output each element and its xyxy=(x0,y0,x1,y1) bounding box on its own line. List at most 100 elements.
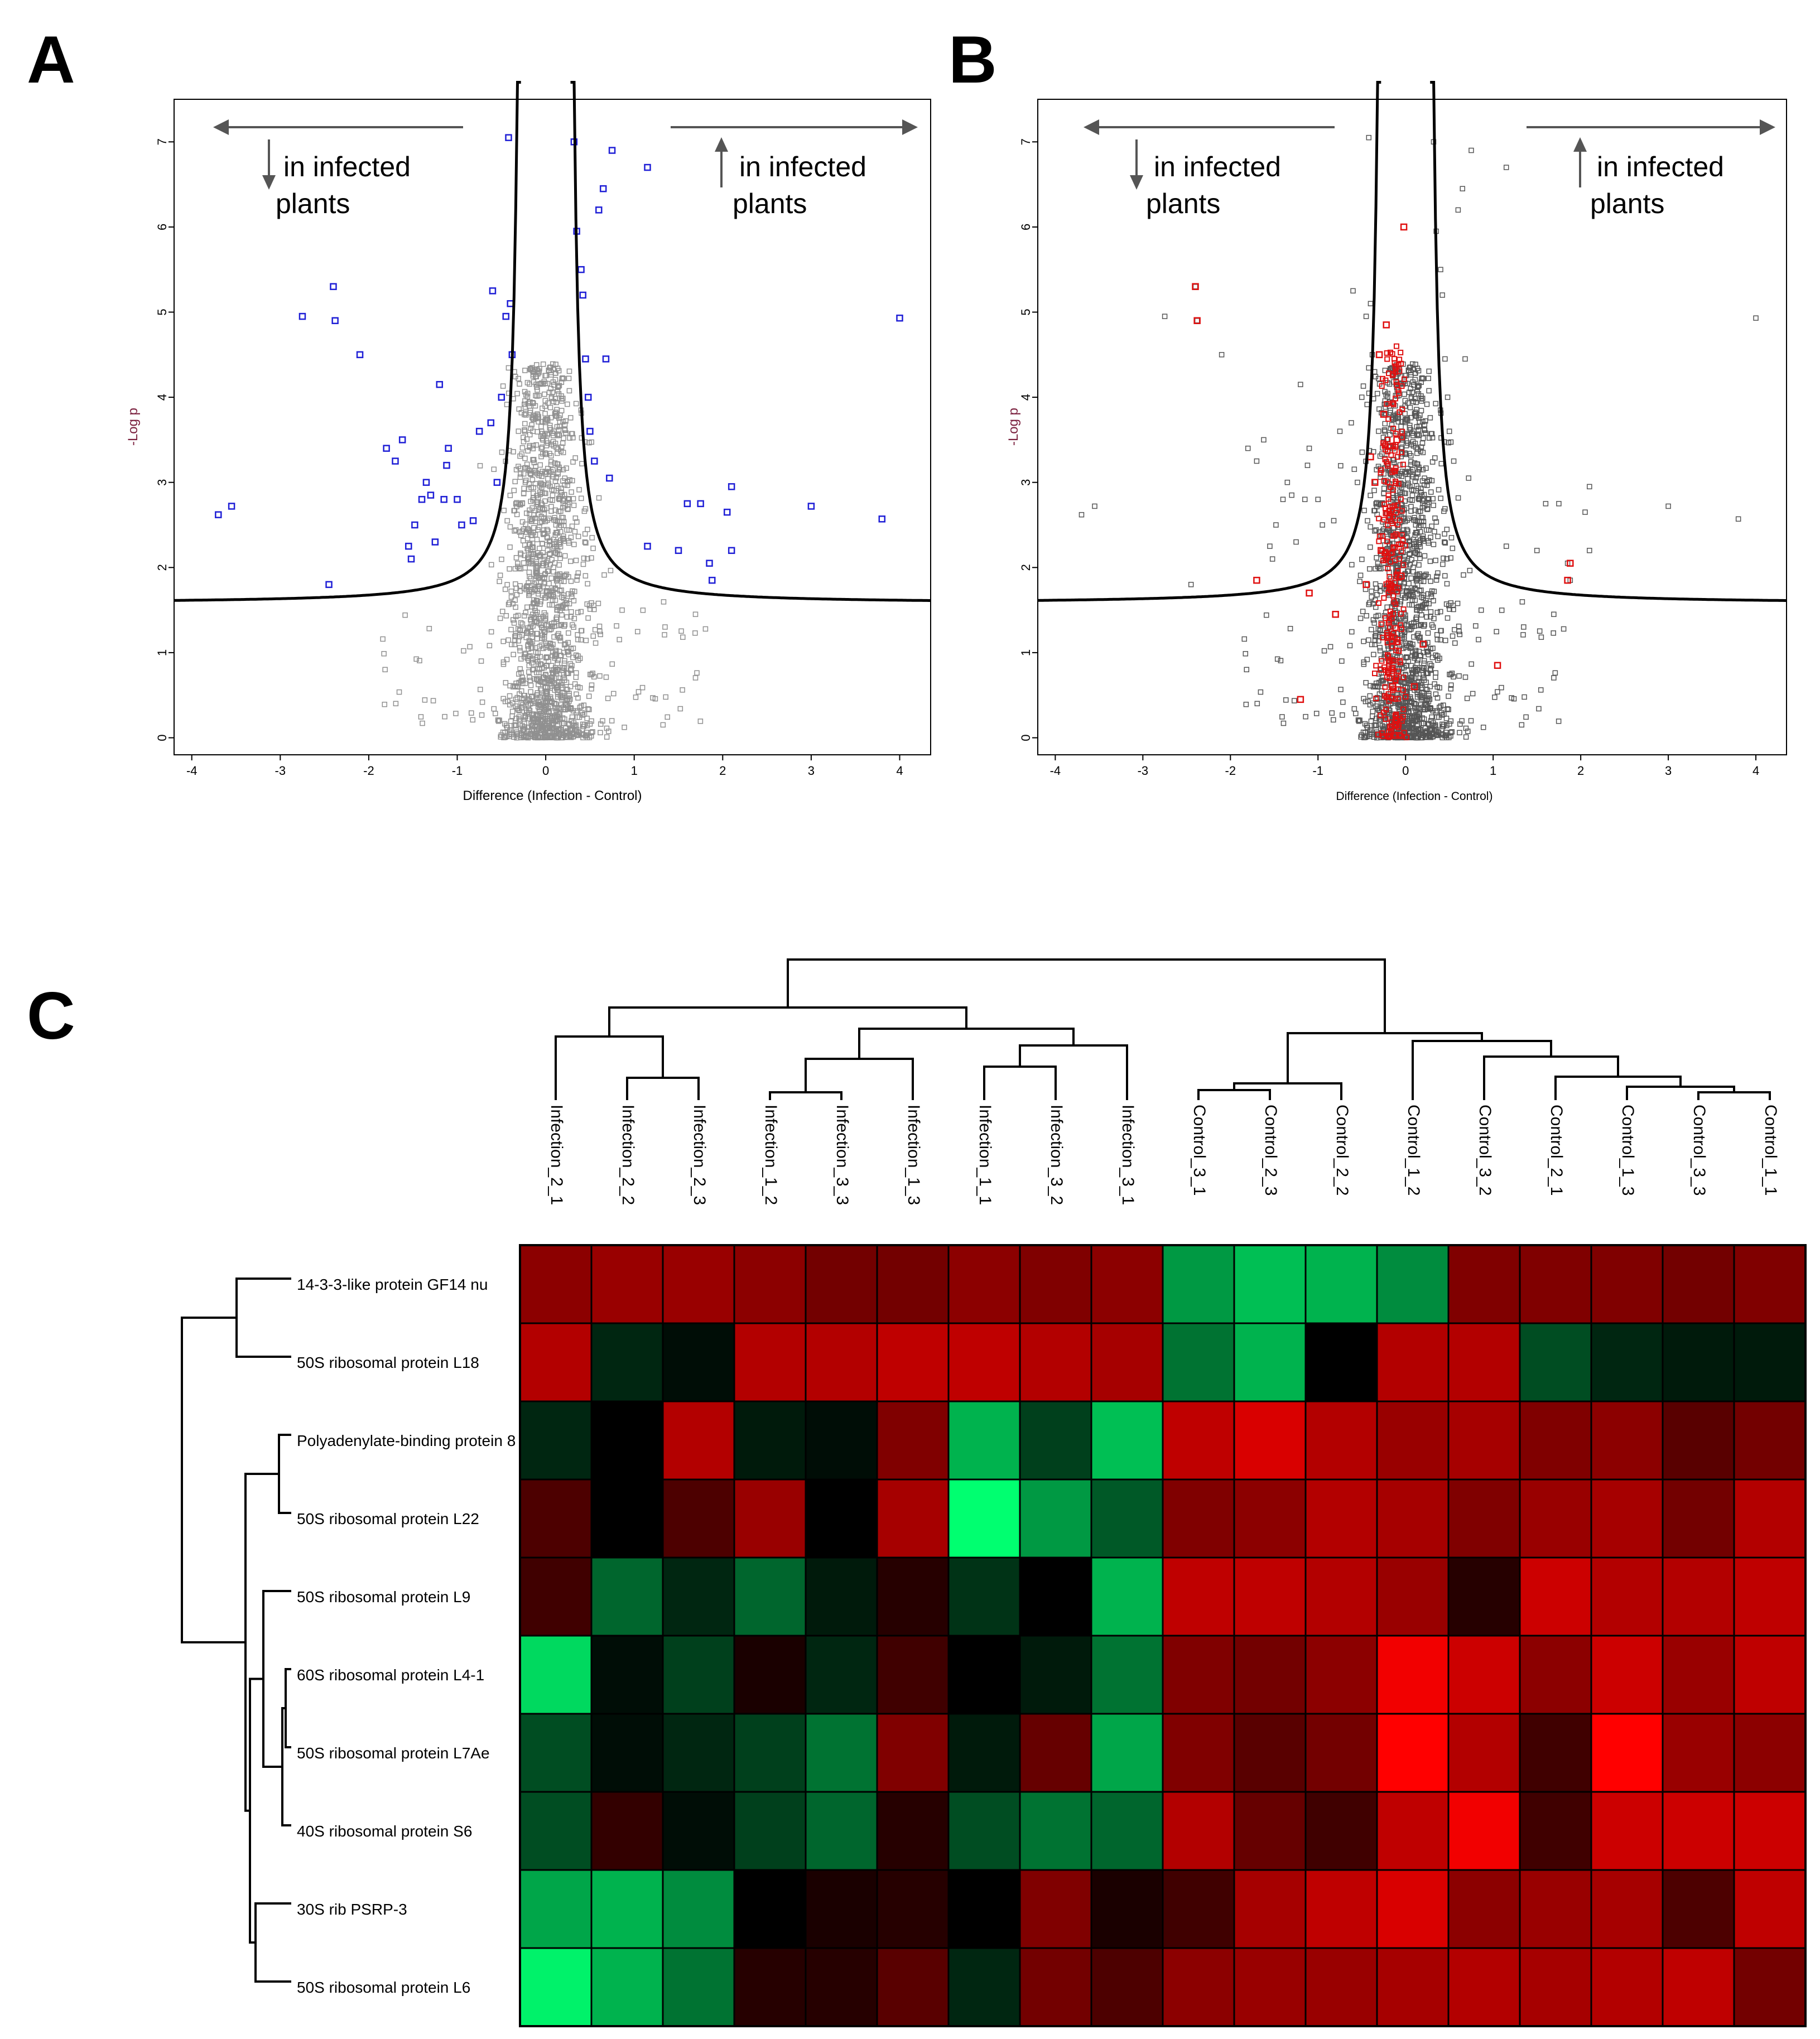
data-point xyxy=(1404,654,1409,660)
data-point xyxy=(600,718,605,724)
data-point xyxy=(510,700,516,706)
data-point xyxy=(549,725,555,731)
data-point xyxy=(1258,689,1264,695)
highlighted-point xyxy=(1393,396,1399,402)
heatmap-cell xyxy=(1447,1947,1521,2027)
data-point xyxy=(1521,624,1527,630)
highlighted-point xyxy=(1388,550,1394,556)
data-point xyxy=(566,721,572,727)
significant-point xyxy=(427,491,435,499)
data-point xyxy=(1414,572,1420,577)
data-point xyxy=(549,700,555,706)
data-point xyxy=(560,515,566,520)
data-point xyxy=(1409,486,1414,493)
data-point xyxy=(512,566,518,572)
dendrogram-branch xyxy=(1019,1044,1128,1100)
highlighted-point xyxy=(1399,449,1405,455)
significant-point xyxy=(709,576,716,584)
data-point xyxy=(1377,453,1383,459)
data-point xyxy=(1367,731,1373,737)
data-point xyxy=(1408,585,1414,591)
dendrogram-branch xyxy=(983,1066,1057,1100)
data-point xyxy=(1450,633,1456,639)
dendrogram-branch xyxy=(1233,1082,1342,1100)
y-axis-label-b: -Log p xyxy=(1006,408,1021,446)
data-point xyxy=(539,679,545,685)
heatmap-cell xyxy=(1304,1869,1378,1949)
data-point xyxy=(572,515,579,521)
annotation-left-line2-b: plants xyxy=(1146,188,1220,219)
data-point xyxy=(1492,695,1498,700)
data-point xyxy=(518,700,524,705)
data-point xyxy=(1395,416,1400,421)
data-point xyxy=(1415,727,1421,734)
data-point xyxy=(548,663,555,668)
data-point xyxy=(1438,628,1444,634)
data-point xyxy=(1386,481,1392,486)
data-point xyxy=(558,444,565,450)
y-tick-label: 0 xyxy=(1019,734,1033,741)
data-point xyxy=(1448,535,1455,541)
data-point xyxy=(1274,656,1280,662)
data-point xyxy=(522,724,528,730)
data-point xyxy=(1473,623,1479,629)
column-label: Infection_1_1 xyxy=(976,1105,994,1205)
data-point xyxy=(1368,493,1373,498)
data-point xyxy=(1414,691,1421,697)
data-point xyxy=(1433,670,1439,676)
significant-point xyxy=(595,206,603,214)
highlighted-point xyxy=(1390,664,1396,671)
data-point xyxy=(1410,367,1416,373)
data-point xyxy=(583,638,589,643)
data-point xyxy=(1298,382,1303,387)
significant-point xyxy=(436,380,444,388)
heatmap-cell xyxy=(1590,1400,1664,1481)
data-point xyxy=(569,609,574,615)
heatmap-cell xyxy=(1590,1791,1664,1871)
data-point xyxy=(585,581,590,587)
annotation-left-line1-b: in infected xyxy=(1154,151,1281,182)
data-point xyxy=(469,710,474,716)
heatmap-cell xyxy=(1590,1635,1664,1715)
significant-point xyxy=(469,517,477,524)
highlighted-point xyxy=(1379,730,1385,736)
highlighted-point xyxy=(1384,639,1390,645)
significant-point xyxy=(454,495,461,503)
heatmap-cell xyxy=(947,1869,1021,1949)
data-point xyxy=(557,638,564,644)
x-tick-label: 2 xyxy=(1577,764,1584,778)
data-point xyxy=(478,658,484,664)
data-point xyxy=(512,479,518,484)
data-point xyxy=(555,470,561,475)
data-point xyxy=(577,655,583,661)
data-point xyxy=(579,628,585,634)
data-point xyxy=(558,622,564,628)
highlighted-point xyxy=(1386,513,1394,520)
heatmap-cell xyxy=(590,1947,664,2027)
data-point xyxy=(543,612,548,618)
data-point xyxy=(1462,356,1468,362)
data-point xyxy=(528,689,533,695)
data-point xyxy=(523,510,529,516)
highlighted-point xyxy=(1380,733,1386,739)
data-point xyxy=(1417,529,1423,534)
data-point xyxy=(581,555,587,561)
data-point xyxy=(558,522,564,528)
data-point xyxy=(1401,665,1407,671)
significant-point xyxy=(331,317,339,325)
data-point xyxy=(1426,388,1432,394)
data-point xyxy=(660,722,666,728)
data-point xyxy=(537,661,543,667)
data-point xyxy=(1370,700,1376,706)
data-point xyxy=(426,626,432,632)
data-point xyxy=(1370,708,1376,715)
data-point xyxy=(1267,543,1273,549)
data-point xyxy=(1361,735,1367,740)
heatmap-cell xyxy=(733,1478,807,1559)
data-point xyxy=(523,699,529,705)
data-point xyxy=(1519,722,1525,728)
data-point xyxy=(1315,497,1321,502)
data-point xyxy=(543,688,550,694)
